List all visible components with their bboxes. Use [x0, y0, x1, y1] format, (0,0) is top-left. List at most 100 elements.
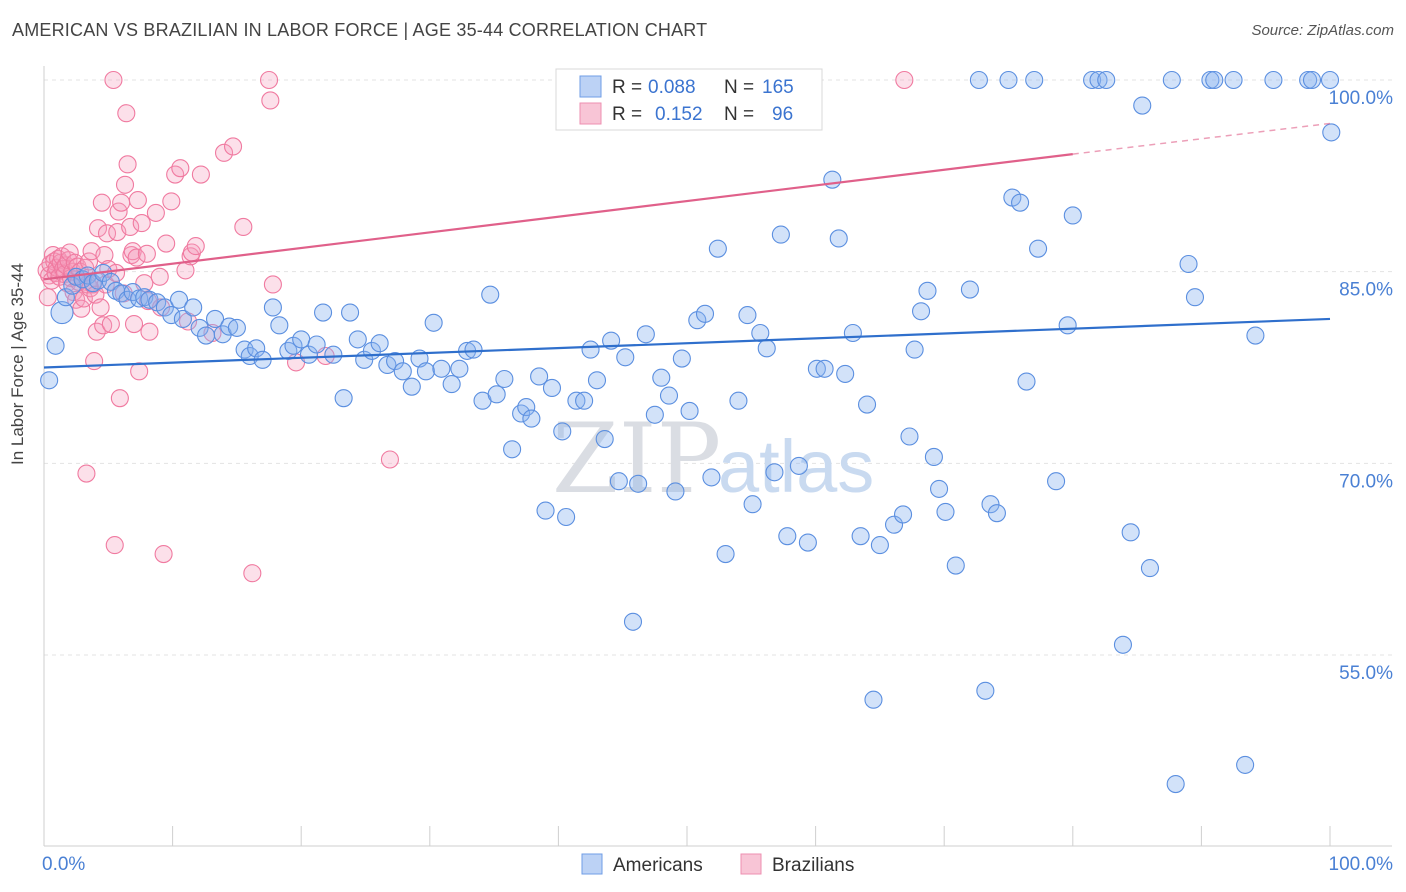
brazilian-point-97 — [895, 70, 914, 90]
brazilian-point-48 — [101, 315, 120, 334]
american-point-39 — [292, 330, 311, 349]
american-point-140 — [1063, 206, 1082, 225]
american-point-11 — [101, 272, 120, 291]
americans-trend-line — [43, 317, 1331, 369]
american-point-130 — [981, 495, 1000, 514]
brazilian-point-87 — [214, 143, 234, 162]
american-point-68 — [517, 398, 536, 417]
american-point-160 — [1320, 70, 1340, 90]
brazilian-point-42 — [92, 193, 111, 212]
brazilian-point-77 — [162, 192, 181, 211]
american-point-93 — [695, 304, 715, 323]
brazilians-swatch — [579, 102, 602, 125]
american-point-52 — [393, 362, 412, 381]
american-point-86 — [645, 405, 664, 424]
american-point-22 — [169, 290, 189, 309]
american-point-156 — [1246, 326, 1265, 345]
american-point-90 — [672, 349, 691, 368]
americans-swatch — [579, 75, 602, 98]
legend-brazilians-label[interactable]: Brazilians — [772, 855, 854, 876]
american-point-121 — [912, 302, 931, 321]
american-point-23 — [173, 309, 192, 328]
y-tick-label-3: 100.0% — [1329, 88, 1394, 109]
watermark: ZIP atlas — [552, 403, 874, 515]
brazilian-point-84 — [186, 237, 205, 256]
american-point-1 — [46, 336, 65, 355]
american-point-149 — [1166, 775, 1185, 794]
american-point-103 — [771, 225, 790, 244]
american-point-2 — [50, 301, 74, 325]
american-point-144 — [1113, 635, 1133, 654]
american-point-45 — [341, 303, 360, 322]
american-point-26 — [196, 326, 216, 345]
american-point-106 — [798, 533, 817, 552]
legend-americans-label[interactable]: Americans — [613, 855, 703, 876]
american-point-105 — [789, 456, 808, 475]
brazilian-point-57 — [115, 175, 135, 194]
american-point-132 — [999, 70, 1018, 90]
americans-n-label: N = — [724, 77, 754, 98]
y-tick-label-0: 55.0% — [1339, 663, 1393, 684]
american-point-24 — [184, 298, 203, 317]
american-point-151 — [1185, 288, 1205, 307]
brazilian-point-44 — [95, 246, 114, 265]
american-point-21 — [162, 306, 181, 325]
legend-americans-swatch[interactable] — [581, 853, 603, 875]
brazilian-point-71 — [140, 322, 159, 341]
brazilians-trend-line — [43, 153, 1073, 281]
american-point-145 — [1121, 523, 1140, 542]
brazilian-point-23 — [67, 290, 86, 309]
american-point-115 — [864, 690, 883, 709]
american-point-131 — [987, 504, 1006, 523]
american-point-107 — [807, 359, 826, 378]
brazilian-point-64 — [127, 248, 146, 267]
watermark-zip: ZIP — [552, 403, 721, 515]
american-point-155 — [1236, 755, 1255, 774]
brazilian-point-69 — [137, 244, 156, 263]
brazilian-point-59 — [118, 155, 137, 174]
brazilian-point-1 — [38, 288, 57, 307]
legend-brazilians-swatch[interactable] — [740, 853, 762, 875]
american-point-108 — [815, 359, 834, 378]
american-point-118 — [893, 505, 913, 524]
american-point-128 — [969, 70, 988, 90]
american-point-77 — [581, 340, 600, 359]
american-point-110 — [829, 229, 848, 248]
watermark-atlas: atlas — [718, 425, 874, 508]
brazilian-point-60 — [121, 217, 140, 236]
american-point-159 — [1302, 70, 1322, 90]
brazilian-point-79 — [171, 159, 190, 178]
x-tick-label-max: 100.0% — [1329, 854, 1394, 875]
american-point-25 — [190, 318, 209, 337]
american-point-15 — [123, 283, 142, 302]
american-point-66 — [503, 440, 522, 459]
american-point-126 — [946, 556, 965, 575]
american-point-122 — [918, 281, 937, 300]
american-point-125 — [936, 502, 955, 521]
source-credit: Source: ZipAtlas.com — [1251, 22, 1394, 39]
american-point-139 — [1058, 316, 1077, 335]
brazilian-point-43 — [94, 316, 113, 335]
american-point-63 — [481, 285, 500, 304]
american-point-114 — [857, 395, 877, 414]
brazilians-r-value: 0.152 — [655, 104, 703, 125]
brazilian-point-81 — [178, 312, 198, 331]
american-point-4 — [63, 276, 82, 295]
american-point-65 — [495, 369, 514, 389]
american-point-119 — [900, 427, 919, 446]
brazilian-point-29 — [74, 289, 93, 308]
american-point-138 — [1047, 472, 1066, 491]
brazilians-points — [37, 70, 914, 583]
americans-r-label: R = — [612, 77, 642, 98]
brazilian-point-63 — [124, 315, 144, 334]
american-point-89 — [666, 482, 685, 501]
brazilian-point-72 — [146, 203, 165, 222]
american-point-74 — [557, 507, 576, 527]
american-point-112 — [843, 323, 862, 343]
brazilian-point-18 — [60, 243, 79, 262]
american-point-58 — [442, 375, 461, 394]
american-point-91 — [680, 401, 699, 420]
brazilian-point-39 — [87, 322, 106, 341]
series-legend: Americans Brazilians — [581, 853, 854, 876]
american-point-64 — [487, 385, 506, 404]
